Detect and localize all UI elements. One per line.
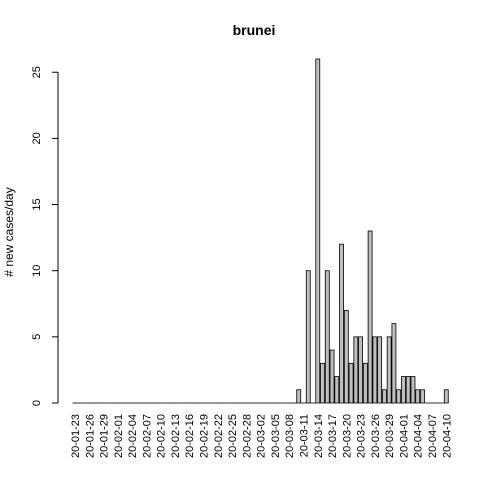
- bar-20-03-10: [296, 389, 302, 404]
- bar-20-03-18: [334, 376, 340, 404]
- x-tick-label: 20-03-08: [284, 414, 296, 458]
- bar-20-03-23: [358, 336, 364, 404]
- y-tick-label: 10: [31, 265, 43, 277]
- x-tick-label: 20-01-26: [84, 414, 96, 458]
- x-tick-label: 20-02-25: [227, 414, 239, 458]
- x-tick-label: 20-04-04: [413, 414, 425, 458]
- x-tick-label: 20-01-29: [99, 414, 111, 458]
- bar-20-04-04: [415, 389, 421, 404]
- bar-20-04-02: [405, 376, 411, 404]
- y-tick-label: 25: [31, 66, 43, 78]
- bar-20-03-15: [320, 362, 325, 404]
- bar-20-03-25: [367, 230, 373, 404]
- bar-20-03-28: [381, 389, 387, 404]
- bar-20-03-29: [386, 336, 392, 404]
- x-axis: 20-01-23 20-01-26 20-01-29 20-02-01 20-02-04…: [70, 414, 453, 458]
- x-tick-label: 20-02-07: [141, 414, 153, 458]
- y-axis: 0 5 10 15 20 25: [31, 66, 59, 406]
- x-tick-label: 20-03-26: [370, 414, 382, 458]
- x-tick-label: 20-02-10: [156, 414, 168, 458]
- bar-20-03-24: [362, 362, 368, 404]
- chart-title: brunei: [233, 22, 276, 38]
- y-tick-label: 5: [31, 334, 43, 340]
- x-tick-label: 20-02-28: [241, 414, 253, 458]
- bar-20-04-01: [401, 376, 406, 404]
- x-tick-label: 20-02-04: [127, 414, 139, 458]
- bar-20-04-05: [420, 389, 425, 404]
- bars-group: [72, 58, 449, 404]
- x-tick-label: 20-03-14: [313, 414, 325, 458]
- x-tick-label: 20-02-01: [113, 414, 125, 458]
- x-tick-label: 20-01-23: [70, 414, 82, 458]
- x-tick-label: 20-03-20: [341, 414, 353, 458]
- bar-20-03-16: [324, 270, 330, 404]
- bar-20-03-27: [377, 336, 383, 404]
- bar-20-03-21: [348, 362, 354, 404]
- bar-20-03-17: [329, 349, 335, 404]
- bar-20-04-10: [443, 389, 449, 404]
- x-tick-label: 20-02-19: [199, 414, 211, 458]
- x-tick-label: 20-04-01: [398, 414, 410, 458]
- bar-20-04-03: [410, 376, 416, 404]
- x-tick-label: 20-02-16: [184, 414, 196, 458]
- x-tick-label: 20-02-13: [170, 414, 182, 458]
- y-tick-label: 20: [31, 132, 43, 144]
- bar-20-03-12: [305, 270, 311, 404]
- x-tick-label: 20-03-11: [298, 414, 310, 457]
- x-tick-label: 20-03-05: [270, 414, 282, 458]
- y-axis-label: # new cases/day: [2, 187, 16, 276]
- bar-20-03-30: [391, 323, 397, 404]
- bar-20-03-26: [372, 336, 378, 404]
- bar-20-03-22: [353, 336, 359, 404]
- x-tick-label: 20-03-29: [384, 414, 396, 458]
- bar-20-03-14: [315, 58, 321, 404]
- y-tick-label: 0: [31, 400, 43, 406]
- bar-20-03-19: [339, 243, 344, 404]
- y-tick-label: 15: [31, 198, 43, 210]
- x-tick-label: 20-03-02: [256, 414, 268, 458]
- x-tick-label: 20-03-23: [356, 414, 368, 458]
- x-tick-label: 20-03-17: [327, 414, 339, 458]
- x-tick-label: 20-02-22: [213, 414, 225, 458]
- bar-20-03-20: [343, 309, 349, 404]
- x-tick-label: 20-04-10: [441, 414, 453, 458]
- bar-20-03-31: [396, 389, 402, 404]
- x-tick-label: 20-04-07: [427, 414, 439, 458]
